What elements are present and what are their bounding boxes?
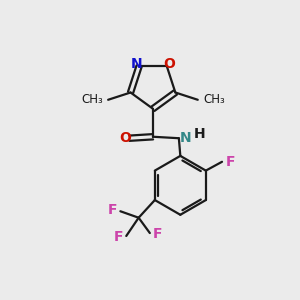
Text: O: O (163, 57, 175, 71)
Text: F: F (114, 230, 123, 244)
Text: N: N (180, 130, 191, 145)
Text: O: O (119, 131, 131, 145)
Text: F: F (153, 227, 162, 241)
Text: CH₃: CH₃ (203, 93, 225, 106)
Text: N: N (131, 57, 142, 71)
Text: H: H (194, 127, 206, 140)
Text: F: F (108, 203, 117, 217)
Text: CH₃: CH₃ (81, 93, 103, 106)
Text: F: F (226, 155, 235, 169)
